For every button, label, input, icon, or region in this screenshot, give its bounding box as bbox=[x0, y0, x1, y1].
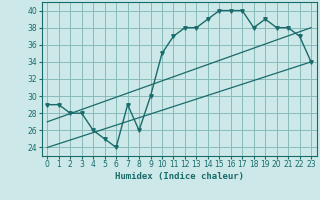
X-axis label: Humidex (Indice chaleur): Humidex (Indice chaleur) bbox=[115, 172, 244, 181]
